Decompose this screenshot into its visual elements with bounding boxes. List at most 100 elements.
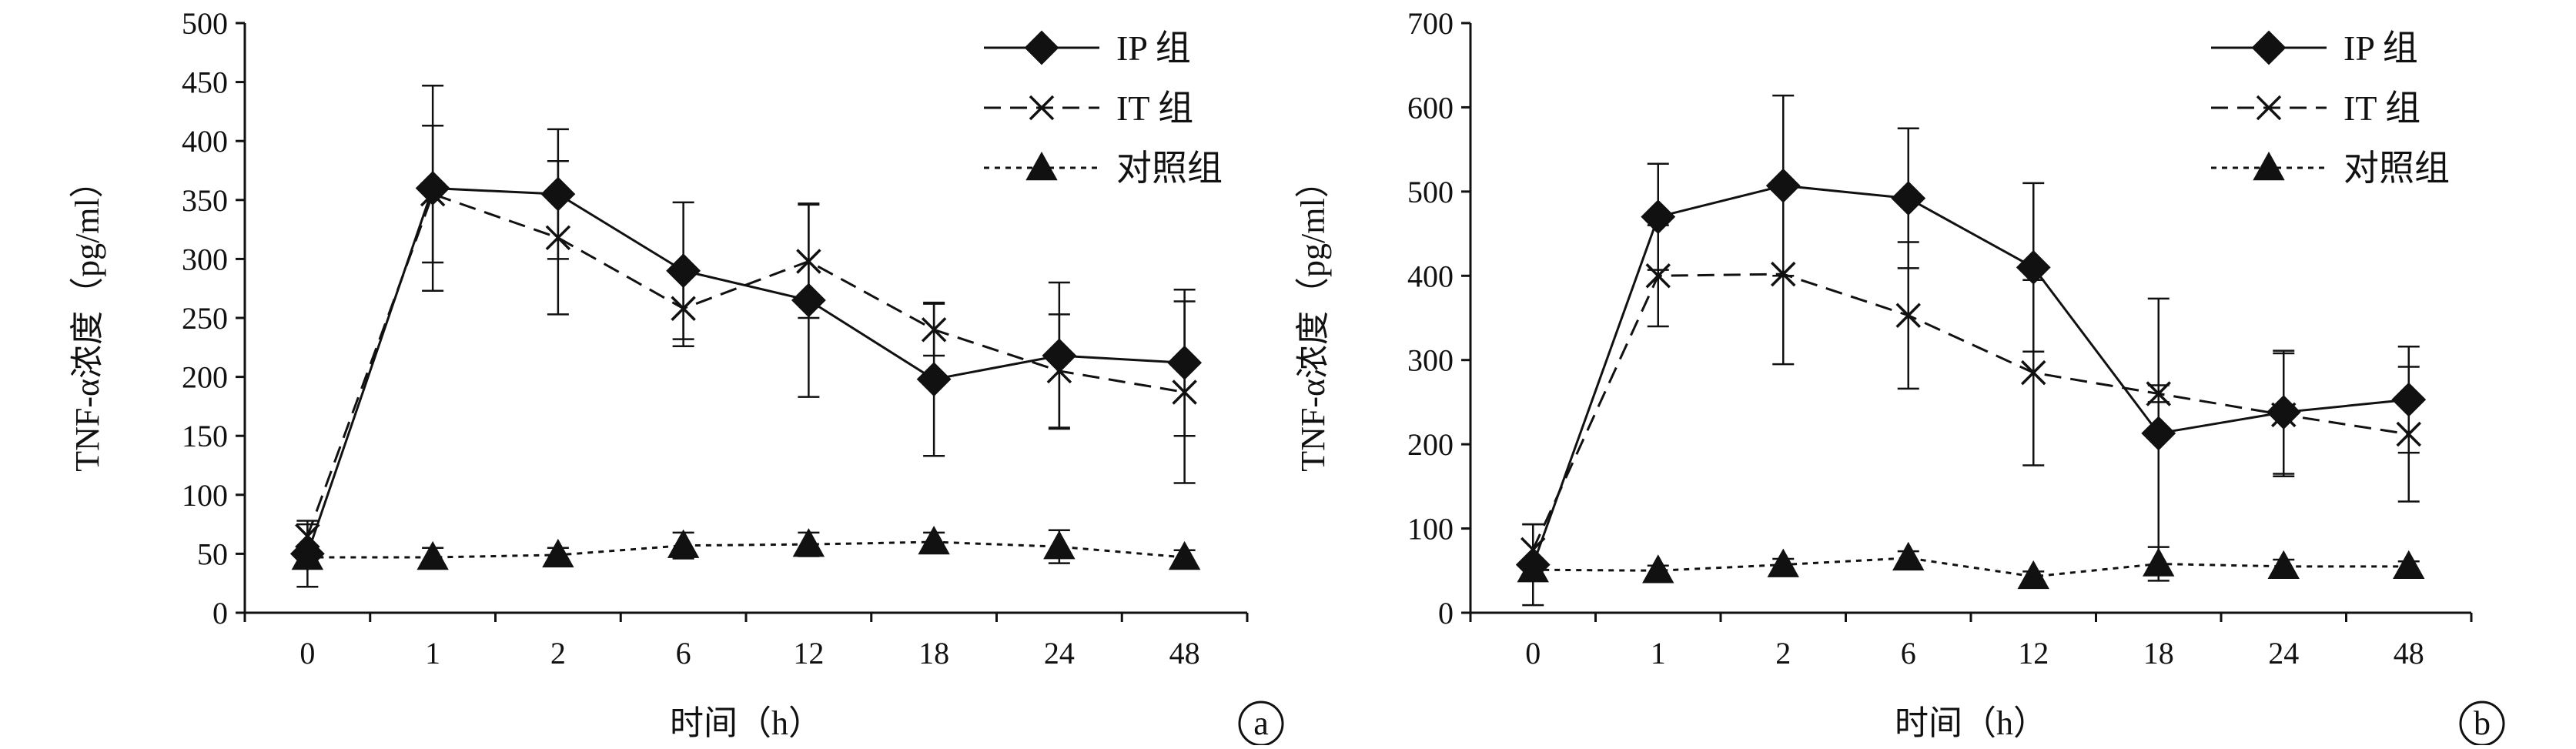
y-tick-label: 0: [212, 596, 228, 630]
series-diamond: [289, 84, 1203, 588]
data-point: [667, 529, 700, 558]
x-tick-label: 1: [1651, 636, 1666, 670]
x-tick-label: 48: [1169, 636, 1200, 670]
data-point: [291, 540, 324, 570]
legend-label: 对照组: [2343, 149, 2450, 188]
data-point: [1642, 554, 1674, 583]
data-point: [1892, 541, 1925, 571]
x-tick-label: 48: [2394, 636, 2424, 670]
y-tick-label: 300: [182, 242, 228, 276]
x-axis-label: 时间（h）: [1895, 704, 2047, 742]
legend-marker: [1029, 95, 1055, 121]
data-point: [921, 317, 947, 343]
series-x: [295, 125, 1197, 549]
data-point: [796, 249, 821, 274]
y-tick-label: 450: [182, 65, 228, 100]
data-point: [2021, 359, 2046, 386]
series-line: [1531, 184, 2409, 566]
y-axis-label: TNF-α浓度（pg/ml）: [1294, 164, 1332, 472]
y-tick-label: 100: [1407, 512, 1454, 547]
y-tick-label: 350: [182, 183, 228, 218]
x-tick-label: 0: [299, 636, 315, 670]
data-point: [1043, 530, 1076, 560]
x-axis-label: 时间（h）: [670, 704, 822, 742]
data-point: [2396, 421, 2421, 447]
y-axis-label: TNF-α浓度（pg/ml）: [69, 164, 106, 472]
legend-label: IT 组: [1116, 89, 1193, 128]
x-tick-label: 24: [2268, 636, 2299, 670]
y-tick-label: 500: [1407, 175, 1454, 209]
data-point: [542, 538, 574, 568]
panel-letter: a: [1253, 704, 1269, 742]
y-tick-label: 200: [182, 360, 228, 395]
legend-marker: [2251, 30, 2287, 65]
data-point: [1521, 537, 1546, 563]
y-tick-label: 400: [1407, 259, 1454, 293]
data-point: [671, 296, 696, 321]
data-point: [1517, 553, 1549, 583]
y-tick-label: 50: [197, 537, 228, 571]
data-point: [1168, 540, 1201, 570]
series-diamond: [1515, 94, 2427, 607]
x-tick-label: 2: [550, 636, 566, 670]
y-tick-label: 300: [1407, 343, 1454, 378]
data-point: [2271, 402, 2297, 428]
x-tick-label: 12: [793, 636, 824, 670]
legend-marker: [2253, 151, 2285, 181]
data-point: [1771, 261, 1796, 287]
panel-letter: b: [2474, 704, 2491, 742]
series-triangle: [291, 526, 1201, 570]
data-point: [2017, 560, 2049, 590]
data-point: [2143, 547, 2175, 577]
data-point: [2141, 416, 2176, 451]
legend-marker: [1024, 30, 1059, 65]
x-tick-label: 1: [425, 636, 440, 670]
x-tick-label: 2: [1775, 636, 1791, 670]
legend-label: IT 组: [2343, 89, 2420, 128]
data-point: [1645, 263, 1671, 289]
y-tick-label: 100: [182, 478, 228, 513]
data-point: [420, 181, 446, 207]
series-line: [306, 186, 1185, 554]
y-tick-label: 150: [182, 419, 228, 453]
data-point: [2146, 381, 2171, 406]
x-tick-label: 12: [2018, 636, 2049, 670]
data-point: [792, 528, 825, 557]
series-triangle: [1517, 541, 2425, 590]
series-x: [1521, 182, 2421, 577]
data-point: [1895, 303, 1921, 328]
y-tick-label: 0: [1438, 596, 1454, 630]
y-tick-label: 500: [182, 6, 228, 41]
y-tick-label: 200: [1407, 427, 1454, 462]
legend-marker: [2256, 95, 2282, 121]
x-tick-label: 6: [676, 636, 691, 670]
data-point: [918, 526, 950, 555]
legend-label: 对照组: [1116, 149, 1223, 188]
x-tick-label: 24: [1044, 636, 1075, 670]
x-tick-label: 6: [1901, 636, 1916, 670]
x-tick-label: 18: [918, 636, 949, 670]
data-point: [1767, 548, 1799, 577]
y-tick-label: 400: [182, 124, 228, 159]
y-tick-label: 600: [1407, 90, 1454, 125]
data-point: [1046, 358, 1072, 384]
data-point: [545, 225, 571, 251]
data-point: [1172, 380, 1197, 405]
y-tick-label: 700: [1407, 6, 1454, 41]
data-point: [417, 540, 449, 570]
x-tick-label: 18: [2143, 636, 2174, 670]
data-point: [916, 362, 952, 397]
x-tick-label: 0: [1525, 636, 1541, 670]
legend-marker: [1025, 151, 1058, 181]
data-point: [1891, 181, 1926, 216]
y-tick-label: 250: [182, 301, 228, 336]
legend-label: IP 组: [2343, 28, 2418, 68]
data-point: [295, 523, 320, 549]
data-point: [2267, 550, 2300, 580]
series-line: [306, 192, 1185, 537]
legend-label: IP 组: [1116, 28, 1191, 68]
